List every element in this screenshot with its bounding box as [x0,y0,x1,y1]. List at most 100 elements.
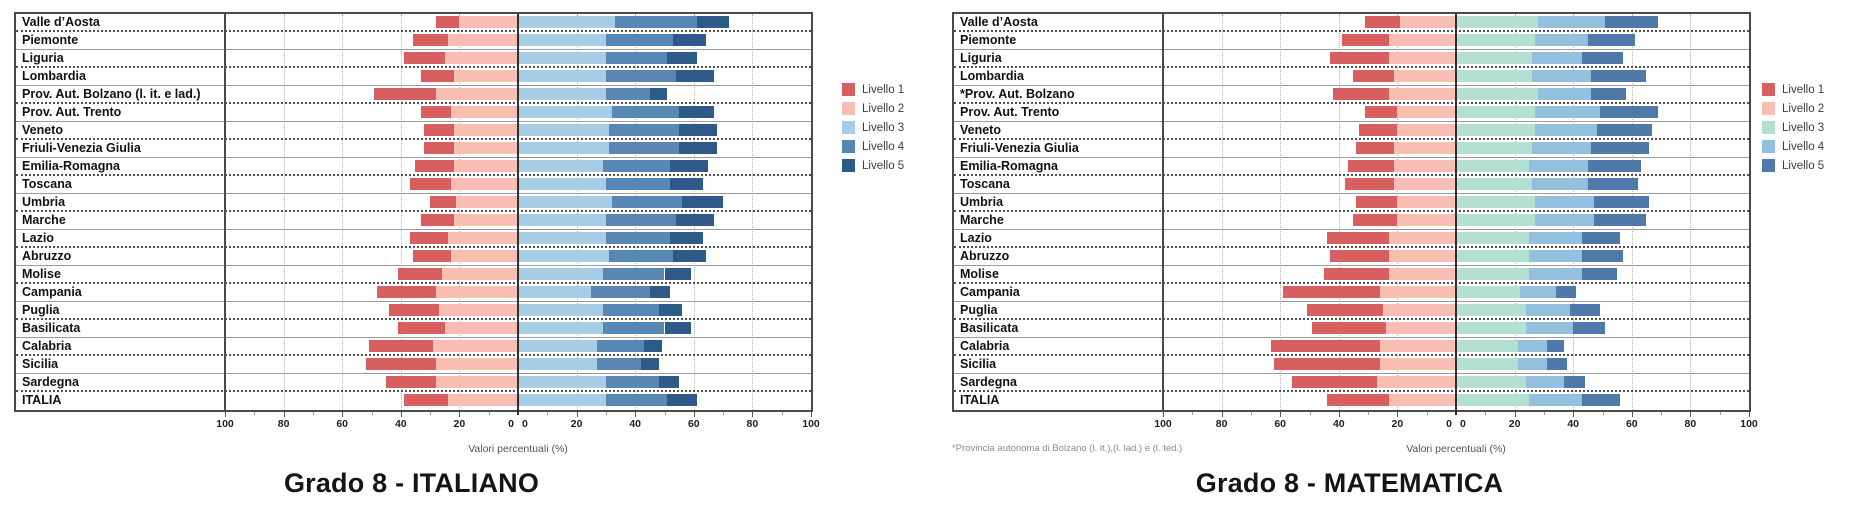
bar-segment-livello-2[interactable] [447,34,518,46]
bar-segment-livello-5[interactable] [664,322,691,334]
bar-segment-livello-5[interactable] [676,70,715,82]
bar-segment-livello-1[interactable] [435,16,460,28]
bar-segment-livello-1[interactable] [424,142,454,154]
bar-segment-livello-2[interactable] [435,286,518,298]
bar-segment-livello-5[interactable] [1587,178,1638,190]
bar-segment-livello-2[interactable] [450,250,518,262]
bar-segment-livello-1[interactable] [409,178,451,190]
bar-segment-livello-4[interactable] [602,322,665,334]
bar-segment-livello-4[interactable] [1532,52,1582,64]
bar-segment-livello-3[interactable] [1456,88,1539,100]
bar-segment-livello-2[interactable] [1397,106,1456,118]
bar-segment-livello-4[interactable] [1517,340,1547,352]
bar-segment-livello-3[interactable] [518,250,609,262]
bar-segment-livello-5[interactable] [1570,304,1600,316]
bar-segment-livello-1[interactable] [1356,196,1398,208]
bar-segment-livello-4[interactable] [605,376,659,388]
bar-segment-livello-3[interactable] [518,232,606,244]
bar-segment-livello-4[interactable] [1532,142,1591,154]
bar-segment-livello-3[interactable] [518,52,606,64]
bar-segment-livello-4[interactable] [1529,232,1582,244]
bar-segment-livello-1[interactable] [421,70,454,82]
bar-segment-livello-4[interactable] [1520,286,1556,298]
bar-segment-livello-2[interactable] [447,232,518,244]
bar-segment-livello-3[interactable] [518,124,609,136]
bar-segment-livello-5[interactable] [658,304,683,316]
bar-segment-livello-2[interactable] [456,196,518,208]
bar-segment-livello-4[interactable] [614,16,697,28]
bar-segment-livello-5[interactable] [676,214,715,226]
bar-segment-livello-5[interactable] [1587,160,1641,172]
bar-segment-livello-1[interactable] [1344,178,1395,190]
bar-segment-livello-1[interactable] [1332,88,1389,100]
bar-segment-livello-5[interactable] [1593,196,1650,208]
bar-segment-livello-1[interactable] [1353,214,1398,226]
bar-segment-livello-1[interactable] [421,106,451,118]
bar-segment-livello-5[interactable] [1590,88,1626,100]
bar-segment-livello-3[interactable] [1456,286,1521,298]
bar-segment-livello-2[interactable] [453,142,518,154]
bar-segment-livello-3[interactable] [1456,214,1536,226]
bar-segment-livello-1[interactable] [1271,340,1380,352]
bar-segment-livello-5[interactable] [679,124,718,136]
bar-segment-livello-5[interactable] [667,52,697,64]
legend-item[interactable]: Livello 4 [1762,137,1824,156]
bar-segment-livello-3[interactable] [1456,268,1530,280]
bar-segment-livello-4[interactable] [605,214,677,226]
bar-segment-livello-1[interactable] [1324,268,1389,280]
bar-segment-livello-5[interactable] [658,376,680,388]
bar-segment-livello-3[interactable] [518,214,606,226]
bar-segment-livello-4[interactable] [1535,124,1597,136]
bar-segment-livello-2[interactable] [1394,160,1456,172]
bar-segment-livello-4[interactable] [1526,304,1571,316]
bar-segment-livello-2[interactable] [450,106,518,118]
legend-item[interactable]: Livello 2 [842,99,904,118]
bar-segment-livello-4[interactable] [605,232,671,244]
bar-segment-livello-3[interactable] [518,16,615,28]
bar-segment-livello-1[interactable] [424,124,454,136]
bar-segment-livello-3[interactable] [518,340,598,352]
bar-segment-livello-3[interactable] [1456,16,1539,28]
bar-segment-livello-1[interactable] [415,160,454,172]
bar-segment-livello-2[interactable] [1379,340,1456,352]
bar-segment-livello-3[interactable] [1456,232,1530,244]
bar-segment-livello-3[interactable] [518,34,606,46]
bar-segment-livello-2[interactable] [1397,196,1456,208]
bar-segment-livello-2[interactable] [450,178,518,190]
bar-segment-livello-4[interactable] [608,250,674,262]
bar-segment-livello-3[interactable] [518,322,603,334]
bar-segment-livello-1[interactable] [1353,70,1395,82]
bar-segment-livello-2[interactable] [444,52,518,64]
bar-segment-livello-1[interactable] [1365,106,1398,118]
bar-segment-livello-2[interactable] [438,304,518,316]
bar-segment-livello-3[interactable] [518,394,606,406]
bar-segment-livello-1[interactable] [397,322,445,334]
bar-segment-livello-1[interactable] [1283,286,1380,298]
bar-segment-livello-5[interactable] [667,394,697,406]
bar-segment-livello-4[interactable] [608,124,680,136]
bar-segment-livello-3[interactable] [518,376,606,388]
bar-segment-livello-3[interactable] [518,304,603,316]
bar-segment-livello-4[interactable] [591,286,650,298]
bar-segment-livello-4[interactable] [1529,250,1582,262]
bar-segment-livello-5[interactable] [1590,70,1647,82]
bar-segment-livello-1[interactable] [412,34,448,46]
bar-segment-livello-5[interactable] [1581,250,1623,262]
bar-segment-livello-3[interactable] [518,178,606,190]
bar-segment-livello-2[interactable] [433,340,518,352]
bar-segment-livello-5[interactable] [649,286,671,298]
bar-segment-livello-2[interactable] [453,70,518,82]
bar-segment-livello-4[interactable] [1526,376,1565,388]
legend-item[interactable]: Livello 3 [842,118,904,137]
bar-segment-livello-5[interactable] [1581,52,1623,64]
legend-item[interactable]: Livello 1 [1762,80,1824,99]
bar-segment-livello-2[interactable] [1397,124,1456,136]
bar-segment-livello-1[interactable] [1327,232,1389,244]
bar-segment-livello-2[interactable] [1388,34,1456,46]
bar-segment-livello-2[interactable] [447,394,518,406]
bar-segment-livello-5[interactable] [682,196,724,208]
bar-segment-livello-3[interactable] [518,88,606,100]
bar-segment-livello-1[interactable] [397,268,442,280]
bar-segment-livello-2[interactable] [444,322,518,334]
bar-segment-livello-3[interactable] [518,106,612,118]
